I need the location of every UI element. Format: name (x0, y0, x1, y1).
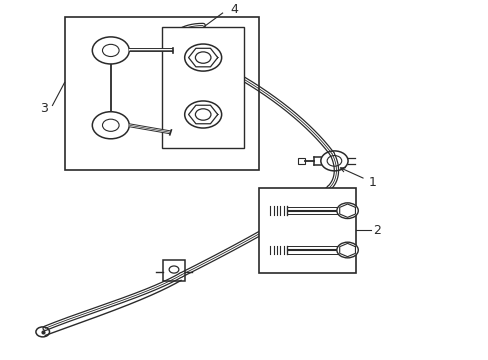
Circle shape (92, 37, 129, 64)
Bar (297, 158, 305, 164)
Polygon shape (188, 48, 217, 67)
Text: 3: 3 (40, 102, 47, 115)
Bar (64, 17, 259, 170)
Polygon shape (188, 105, 217, 124)
Circle shape (184, 44, 221, 71)
Bar (259, 188, 356, 273)
Circle shape (184, 101, 221, 128)
Text: 1: 1 (340, 168, 376, 189)
Text: 4: 4 (229, 3, 237, 16)
Circle shape (195, 109, 210, 120)
Text: 2: 2 (372, 224, 381, 237)
Circle shape (92, 112, 129, 139)
Circle shape (336, 242, 358, 258)
Bar (162, 27, 244, 148)
Circle shape (336, 203, 358, 219)
Circle shape (195, 52, 210, 63)
